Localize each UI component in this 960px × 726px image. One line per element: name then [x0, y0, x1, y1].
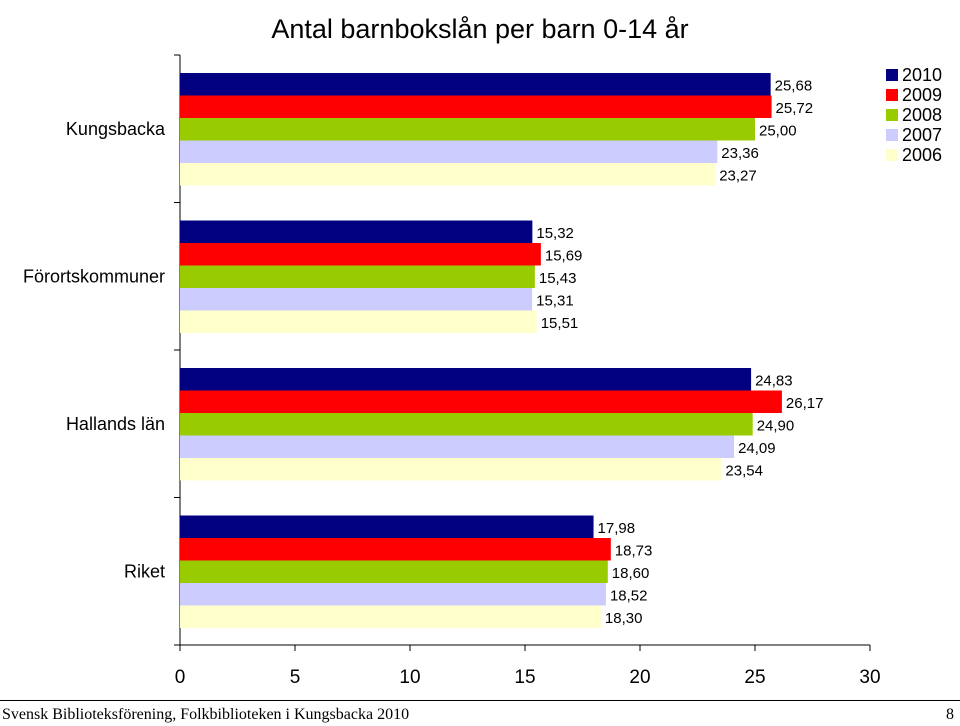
legend-swatch: [886, 89, 898, 101]
bar: [180, 458, 722, 481]
x-tick-label: 20: [629, 667, 650, 688]
data-label: 15,69: [545, 247, 583, 264]
bar: [180, 220, 533, 243]
data-label: 15,32: [536, 225, 574, 242]
category-label: Riket: [124, 561, 165, 581]
data-label: 18,52: [610, 587, 648, 604]
data-label: 25,00: [759, 122, 797, 139]
legend-label: 2010: [902, 65, 942, 85]
chart-title: Antal barnbokslån per barn 0-14 år: [271, 14, 688, 44]
legend-swatch: [886, 109, 898, 121]
legend-swatch: [886, 69, 898, 81]
legend-label: 2007: [902, 125, 942, 145]
legend-swatch: [886, 129, 898, 141]
bar: [180, 390, 782, 413]
data-label: 25,72: [776, 100, 814, 117]
data-label: 15,51: [541, 315, 579, 332]
bar-chart: Antal barnbokslån per barn 0-14 år 0 5 10 1…: [23, 14, 942, 688]
data-label: 15,43: [539, 270, 577, 287]
data-label: 24,90: [757, 417, 795, 434]
data-label: 26,17: [786, 395, 824, 412]
footer: Svensk Biblioteksförening, Folkbibliotek…: [0, 700, 960, 726]
x-tick-label: 25: [744, 667, 765, 688]
bar: [180, 515, 594, 538]
legend-label: 2006: [902, 145, 942, 165]
x-tick-label: 15: [514, 667, 535, 688]
data-label: 17,98: [598, 520, 636, 537]
footer-source: Svensk Biblioteksförening, Folkbibliotek…: [2, 706, 410, 723]
data-label: 18,73: [615, 542, 653, 559]
bar: [180, 163, 716, 186]
x-tick-label: 30: [859, 667, 880, 688]
bar: [180, 435, 735, 458]
data-label: 24,83: [755, 372, 793, 389]
data-label: 18,60: [612, 565, 650, 582]
data-label: 23,27: [719, 167, 757, 184]
data-label: 23,36: [721, 145, 759, 162]
category-label: Kungsbacka: [66, 119, 166, 139]
data-label: 25,68: [775, 77, 813, 94]
bar: [180, 560, 608, 583]
bar: [180, 140, 718, 163]
legend-label: 2008: [902, 105, 942, 125]
bar: [180, 413, 753, 436]
page-number: 8: [946, 706, 954, 723]
bar: [180, 605, 601, 628]
legend-swatch: [886, 149, 898, 161]
category-label: Förortskommuner: [23, 266, 165, 286]
x-tick-label: 0: [175, 667, 186, 688]
data-label: 18,30: [605, 610, 643, 627]
bar: [180, 310, 537, 333]
legend-label: 2009: [902, 85, 942, 105]
bar: [180, 95, 772, 118]
bar: [180, 538, 611, 561]
bars: [180, 73, 782, 628]
bar: [180, 368, 752, 391]
bar: [180, 73, 771, 96]
axes: 0 5 10 15 20 25 30 Kungsbacka Förortskommuner Hal…: [23, 54, 881, 688]
data-label: 24,09: [738, 440, 776, 457]
data-label: 23,54: [725, 462, 763, 479]
x-tick-label: 5: [290, 667, 301, 688]
data-label: 15,31: [536, 292, 574, 309]
x-tick-label: 10: [399, 667, 420, 688]
bar: [180, 265, 535, 288]
bar: [180, 288, 533, 311]
category-label: Hallands län: [66, 414, 165, 434]
bar: [180, 118, 755, 141]
bar: [180, 583, 606, 606]
bar: [180, 243, 541, 266]
